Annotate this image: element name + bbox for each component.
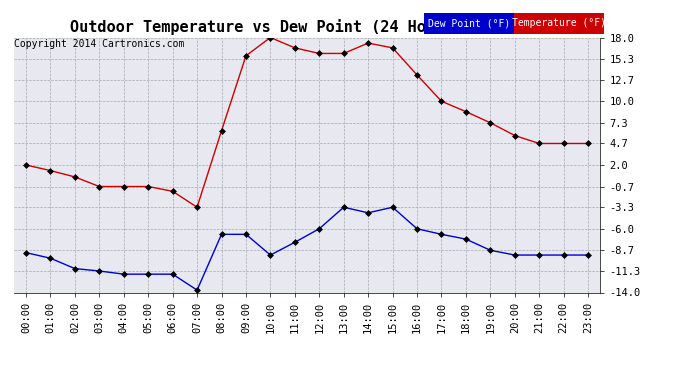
Text: Dew Point (°F): Dew Point (°F) xyxy=(428,18,511,28)
Text: Temperature (°F): Temperature (°F) xyxy=(512,18,606,28)
Title: Outdoor Temperature vs Dew Point (24 Hours) 20140211: Outdoor Temperature vs Dew Point (24 Hou… xyxy=(70,19,544,35)
Text: Copyright 2014 Cartronics.com: Copyright 2014 Cartronics.com xyxy=(14,39,184,50)
